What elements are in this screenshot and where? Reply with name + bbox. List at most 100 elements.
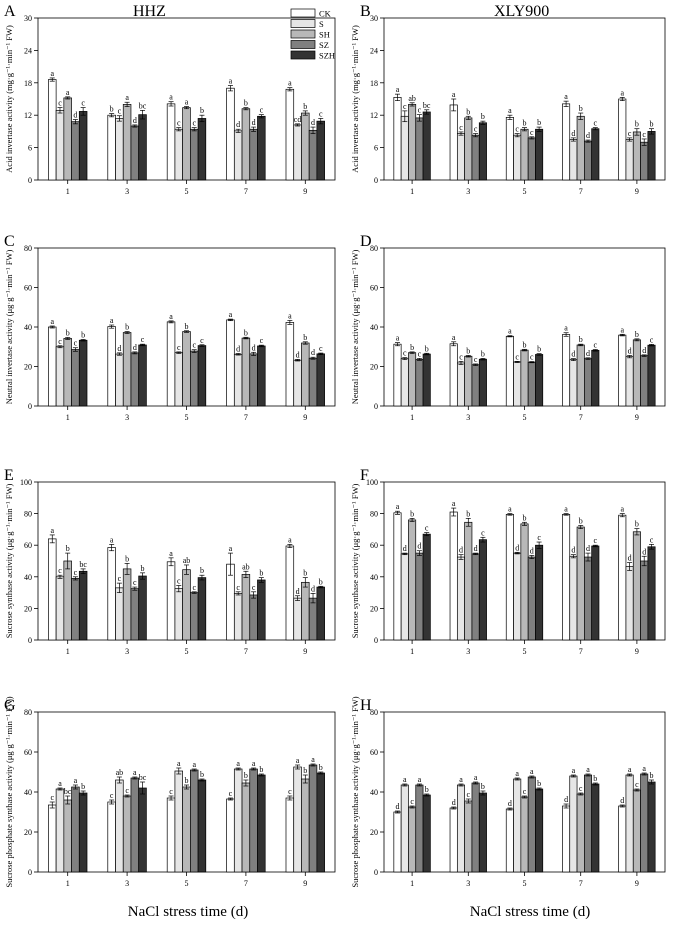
x-tick-label: 9: [635, 187, 639, 196]
significance-label: a: [515, 769, 519, 778]
significance-label: c: [537, 533, 541, 542]
bar-sz: [308, 764, 318, 873]
bar-ck: [48, 326, 57, 407]
bar-s: [293, 359, 302, 407]
bar-sh: [408, 519, 417, 641]
significance-label: c: [177, 576, 181, 585]
significance-label: c: [459, 352, 463, 361]
y-tick-label: 24: [24, 46, 32, 55]
bar-szh: [197, 779, 207, 873]
bar-sh: [182, 107, 191, 181]
bar-sh: [408, 104, 417, 181]
bar-s: [569, 359, 578, 407]
significance-label: a: [236, 759, 240, 768]
panel-letter: A: [4, 3, 16, 20]
bar-sh: [301, 342, 310, 407]
x-tick-label: 5: [185, 647, 189, 656]
panel-letter: E: [4, 467, 14, 484]
significance-label: d: [395, 802, 399, 811]
y-tick-label: 6: [374, 144, 378, 153]
bar-s: [174, 588, 183, 641]
significance-label: d: [564, 795, 568, 804]
significance-label: a: [169, 93, 173, 102]
legend-label-szh: SZH: [319, 51, 335, 61]
significance-label: bc: [64, 787, 72, 796]
bar-s: [55, 346, 65, 407]
significance-label: d: [311, 348, 315, 357]
significance-label: a: [252, 759, 256, 768]
significance-label: c: [481, 528, 485, 537]
bar-sh: [241, 108, 251, 181]
bar-ck: [166, 561, 176, 641]
significance-label: c: [594, 119, 598, 128]
bar-ck: [285, 545, 295, 641]
x-tick-label: 3: [125, 879, 129, 888]
x-tick-label: 3: [125, 413, 129, 422]
bar-sz: [249, 768, 258, 873]
significance-label: a: [110, 535, 114, 544]
significance-label: b: [410, 509, 414, 518]
significance-label: c: [635, 780, 639, 789]
significance-label: d: [133, 343, 137, 352]
significance-label: a: [185, 98, 189, 107]
significance-label: d: [459, 546, 463, 555]
y-tick-label: 20: [24, 828, 32, 837]
bar-ck: [449, 807, 458, 873]
bar-s: [400, 115, 409, 181]
y-tick-label: 60: [24, 284, 32, 293]
significance-label: b: [110, 105, 114, 114]
significance-label: c: [192, 341, 196, 350]
panel-c: C 0 20 40 60 80 Neutral invertase activity (μg…: [4, 233, 336, 422]
significance-label: c: [252, 583, 256, 592]
significance-label: a: [296, 756, 300, 765]
bar-sh: [520, 349, 529, 407]
bar-sh: [464, 521, 473, 641]
bar-sh: [576, 526, 585, 641]
panel-h: H 0 20 40 60 80 Sucrose phosphate synthase act…: [350, 696, 666, 888]
significance-label: c: [74, 568, 78, 577]
significance-label: a: [452, 90, 456, 99]
bar-sz: [471, 782, 480, 873]
bar-szh: [478, 122, 487, 181]
bar-szh: [591, 545, 600, 641]
significance-label: b: [523, 513, 527, 522]
bar-sz: [71, 121, 80, 181]
bar-szh: [591, 349, 600, 407]
significance-label: a: [229, 310, 233, 319]
legend-swatch-ck: [290, 8, 316, 18]
significance-label: b: [319, 577, 323, 586]
bar-ck: [393, 811, 402, 873]
significance-label: c: [418, 349, 422, 358]
significance-label: c: [319, 109, 323, 118]
bar-s: [513, 552, 522, 641]
bar-sz: [190, 350, 199, 407]
bar-sh: [63, 97, 72, 181]
bar-sz: [130, 352, 140, 407]
bar-ck: [285, 88, 295, 181]
significance-label: a: [125, 93, 129, 102]
significance-label: b: [185, 776, 189, 785]
y-tick-label: 20: [370, 828, 378, 837]
y-axis-label: Sucrose phosphate synthase activity (μg·…: [4, 696, 14, 887]
significance-label: b: [650, 771, 654, 780]
bar-sz: [249, 353, 258, 407]
bar-sh: [241, 337, 251, 407]
y-tick-label: 80: [370, 708, 378, 717]
bar-sz: [308, 357, 318, 407]
y-tick-label: 0: [28, 636, 32, 645]
bar-sh: [520, 796, 529, 873]
significance-label: b: [466, 509, 470, 518]
bar-sh: [576, 344, 585, 407]
bar-sh: [63, 799, 72, 873]
bar-szh: [591, 783, 600, 873]
significance-label: b: [635, 120, 639, 129]
bar-ck: [166, 103, 176, 181]
significance-label: b: [141, 564, 145, 573]
bar-sz: [190, 128, 199, 181]
significance-label: c: [133, 578, 137, 587]
bar-sz: [190, 769, 199, 873]
bar-sh: [301, 112, 310, 181]
y-tick-label: 80: [370, 510, 378, 519]
y-tick-label: 0: [374, 176, 378, 185]
